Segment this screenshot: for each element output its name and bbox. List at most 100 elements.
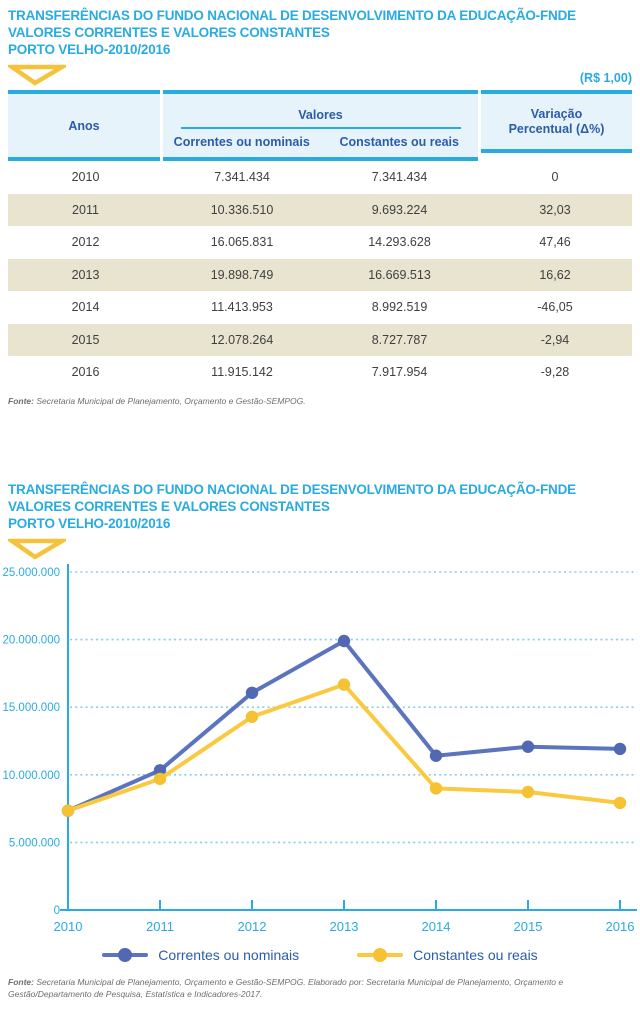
table-cell: 2010 — [71, 170, 100, 185]
legend-marker-icon — [102, 947, 149, 962]
x-tick-label: 2016 — [606, 919, 635, 934]
data-point — [613, 742, 627, 755]
chart-title-line-2: VALORES CORRENTES E VALORES CONSTANTES — [8, 498, 330, 514]
currency-unit-note: (R$ 1,00) — [579, 71, 632, 85]
legend-label: Constantes ou reais — [413, 946, 538, 963]
y-tick-label: 0 — [54, 905, 60, 917]
source-label: Fonte: — [8, 976, 34, 987]
title-line-3: PORTO VELHO-2010/2016 — [8, 42, 171, 57]
data-point — [245, 686, 259, 699]
table-cell: -2,94 — [540, 332, 570, 347]
header-variacao: Variação Percentual (Δ%) — [481, 90, 632, 153]
title-line-2: VALORES CORRENTES E VALORES CONSTANTES — [8, 25, 330, 40]
header-valores-group: Valores Correntes ou nominais Constantes… — [163, 90, 478, 161]
table-cell: 2016 — [71, 365, 100, 380]
data-table: Anos Valores Correntes ou nominais Const… — [8, 90, 632, 389]
source-text: Secretaria Municipal de Planejamento, Or… — [33, 395, 306, 406]
table-header: Anos Valores Correntes ou nominais Const… — [8, 90, 632, 161]
header-anos: Anos — [8, 90, 160, 161]
table-cell: 32,03 — [539, 202, 571, 217]
x-tick-label: 2012 — [238, 919, 267, 934]
data-point — [429, 781, 443, 795]
data-point — [429, 749, 443, 762]
y-tick-label: 15.000.000 — [2, 702, 60, 714]
table-cell: 0 — [551, 170, 559, 185]
data-point — [337, 677, 351, 691]
table-cell: 2012 — [71, 235, 100, 250]
data-point — [245, 710, 259, 723]
legend-marker-icon — [357, 947, 404, 962]
chart-title: TRANSFERÊNCIAS DO FUNDO NACIONAL DE DESE… — [8, 481, 632, 532]
triangle-down-icon — [8, 64, 66, 86]
data-point — [521, 740, 535, 753]
table-cell: 47,46 — [539, 235, 571, 250]
table-cell: 10.336.510 — [210, 202, 274, 217]
table-cell: 19.898.749 — [210, 267, 274, 282]
x-tick-label: 2015 — [514, 919, 543, 934]
table-body: 2010 7.341.434 7.341.434 0 2011 10.336.510 9.6… — [8, 161, 632, 389]
data-point — [153, 763, 167, 776]
header-constantes: Constantes ou reais — [339, 134, 459, 149]
table-cell: 7.341.434 — [371, 170, 428, 185]
table-row: 2012 16.065.831 14.293.628 47,46 — [8, 226, 632, 259]
legend-label: Correntes ou nominais — [158, 946, 300, 963]
table-section: TRANSFERÊNCIAS DO FUNDO NACIONAL DE DESE… — [0, 7, 640, 407]
table-row: 2015 12.078.264 8.727.787 -2,94 — [8, 323, 632, 356]
table-row: 2010 7.341.434 7.341.434 0 — [8, 161, 632, 194]
title-accent-row: (R$ 1,00) — [8, 60, 632, 87]
x-tick-label: 2013 — [330, 919, 359, 934]
y-tick-label: 25.000.000 — [2, 567, 60, 579]
data-point — [61, 804, 75, 817]
table-cell: 8.727.787 — [371, 332, 428, 347]
title-line-1: TRANSFERÊNCIAS DO FUNDO NACIONAL DE DESE… — [8, 8, 576, 23]
line-chart: 0 5.000.000 10.000.000 15.000.000 20.000.000… — [2, 563, 637, 934]
table-cell: 2015 — [71, 332, 100, 347]
table-cell: -9,28 — [540, 365, 570, 380]
table-cell: 16.065.831 — [210, 235, 274, 250]
table-row: 2014 11.413.953 8.992.519 -46,05 — [8, 291, 632, 324]
data-point — [337, 634, 351, 647]
y-tick-label: 20.000.000 — [2, 634, 60, 646]
chart-source-note: Fonte: Secretaria Municipal de Planejame… — [8, 976, 632, 1000]
table-source-note: Fonte: Secretaria Municipal de Planejame… — [8, 395, 632, 407]
table-row: 2013 19.898.749 16.669.513 16,62 — [8, 258, 632, 291]
table-cell: 8.992.519 — [371, 300, 428, 315]
data-point — [521, 785, 535, 798]
table-row: 2016 11.915.142 7.917.954 -9,28 — [8, 356, 632, 389]
data-point — [613, 796, 627, 809]
table-cell: 12.078.264 — [210, 332, 274, 347]
table-cell: 7.341.434 — [214, 170, 270, 185]
x-tick-label: 2010 — [54, 919, 83, 934]
table-cell: 7.917.954 — [371, 365, 428, 380]
table-cell: 14.293.628 — [368, 235, 431, 250]
table-row: 2011 10.336.510 9.693.224 32,03 — [8, 193, 632, 226]
table-cell: -46,05 — [537, 300, 573, 315]
legend-item: Constantes ou reais — [357, 947, 538, 963]
chart-legend: Correntes ou nominais Constantes ou reais — [0, 942, 640, 968]
source-label: Fonte: — [8, 395, 34, 406]
legend-item: Correntes ou nominais — [102, 947, 299, 963]
chart-section: TRANSFERÊNCIAS DO FUNDO NACIONAL DE DESE… — [0, 481, 640, 561]
table-cell: 11.413.953 — [211, 300, 273, 315]
chart-title-line-1: TRANSFERÊNCIAS DO FUNDO NACIONAL DE DESE… — [8, 481, 576, 497]
table-cell: 2014 — [71, 300, 100, 315]
source-text: Secretaria Municipal de Planejamento, Or… — [8, 976, 564, 999]
table-cell: 16,62 — [539, 267, 571, 282]
header-correntes: Correntes ou nominais — [173, 134, 310, 149]
valores-underline — [180, 127, 461, 129]
y-tick-label: 5.000.000 — [9, 837, 60, 849]
table-cell: 2011 — [72, 202, 99, 217]
triangle-down-icon — [8, 538, 66, 560]
table-cell: 9.693.224 — [371, 202, 428, 217]
series-line — [66, 638, 622, 813]
table-cell: 2013 — [71, 267, 100, 282]
x-tick-label: 2011 — [146, 919, 174, 934]
chart-accent-row — [8, 534, 632, 561]
y-tick-label: 10.000.000 — [2, 769, 60, 781]
chart-title-line-3: PORTO VELHO-2010/2016 — [8, 515, 171, 531]
header-valores-label: Valores — [298, 108, 343, 123]
data-point — [153, 772, 167, 785]
table-cell: 11.915.142 — [211, 365, 273, 380]
table-cell: 16.669.513 — [368, 267, 431, 282]
table-title: TRANSFERÊNCIAS DO FUNDO NACIONAL DE DESE… — [8, 7, 632, 58]
